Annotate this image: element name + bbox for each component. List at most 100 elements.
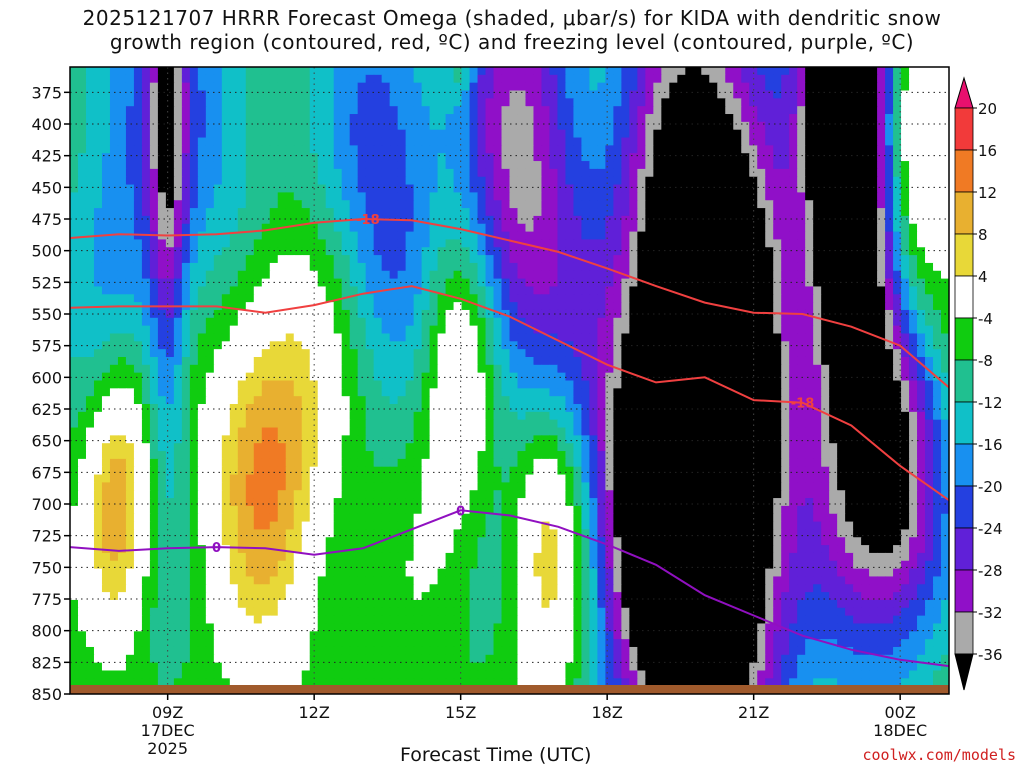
- omega-cell: [773, 106, 782, 115]
- omega-cell: [373, 98, 383, 107]
- omega-cell: [85, 98, 95, 107]
- omega-cell: [813, 98, 822, 107]
- omega-cell: [429, 137, 439, 146]
- omega-cell: [477, 325, 487, 335]
- omega-cell: [301, 129, 311, 139]
- omega-cell: [461, 121, 471, 131]
- omega-cell: [933, 129, 942, 139]
- omega-cell: [589, 82, 598, 92]
- omega-cell: [349, 380, 359, 389]
- omega-cell: [245, 294, 255, 303]
- omega-cell: [637, 129, 646, 139]
- omega-cell: [845, 380, 854, 389]
- omega-cell: [341, 317, 351, 327]
- omega-cell: [285, 106, 295, 115]
- omega-cell: [221, 192, 231, 201]
- omega-cell: [557, 247, 567, 256]
- omega-cell: [357, 129, 367, 139]
- omega-cell: [509, 200, 519, 209]
- omega-cell: [645, 302, 654, 311]
- omega-cell: [525, 176, 535, 186]
- omega-cell: [885, 309, 894, 319]
- omega-cell: [589, 74, 598, 84]
- omega-cell: [829, 200, 838, 209]
- omega-cell: [141, 286, 151, 295]
- omega-cell: [70, 356, 79, 366]
- omega-cell: [197, 380, 207, 389]
- omega-cell: [941, 411, 949, 421]
- omega-cell: [325, 396, 335, 405]
- omega-cell: [725, 145, 734, 154]
- omega-cell: [845, 247, 854, 256]
- omega-cell: [597, 372, 606, 382]
- omega-cell: [70, 419, 79, 429]
- omega-cell: [557, 380, 567, 389]
- omega-cell: [893, 270, 902, 280]
- omega-cell: [333, 168, 343, 178]
- omega-cell: [421, 106, 431, 115]
- omega-cell: [485, 380, 495, 389]
- omega-cell: [261, 145, 271, 154]
- omega-cell: [645, 184, 654, 193]
- omega-cell: [653, 356, 662, 366]
- omega-cell: [437, 396, 447, 405]
- omega-cell: [70, 215, 79, 225]
- omega-cell: [181, 247, 191, 256]
- omega-cell: [885, 137, 894, 146]
- omega-cell: [413, 121, 423, 131]
- omega-cell: [149, 208, 159, 217]
- omega-cell: [757, 404, 766, 413]
- omega-cell: [341, 114, 351, 123]
- omega-cell: [389, 98, 399, 107]
- omega-cell: [149, 380, 159, 389]
- omega-cell: [181, 255, 191, 264]
- omega-cell: [549, 372, 559, 382]
- omega-cell: [277, 247, 287, 256]
- omega-cell: [173, 356, 183, 366]
- omega-cell: [685, 380, 694, 389]
- omega-cell: [237, 372, 247, 382]
- omega-cell: [365, 145, 375, 154]
- omega-cell: [789, 380, 798, 389]
- omega-cell: [741, 364, 750, 374]
- omega-cell: [405, 161, 415, 170]
- omega-cell: [701, 106, 710, 115]
- omega-cell: [893, 294, 902, 303]
- omega-cell: [845, 396, 854, 405]
- omega-cell: [221, 114, 231, 123]
- omega-cell: [413, 192, 423, 201]
- omega-cell: [77, 255, 87, 264]
- omega-cell: [229, 388, 239, 397]
- omega-cell: [85, 129, 95, 139]
- omega-cell: [597, 294, 606, 303]
- omega-cell: [941, 262, 949, 272]
- omega-cell: [85, 239, 95, 248]
- omega-cell: [325, 67, 335, 76]
- omega-cell: [621, 349, 630, 358]
- omega-cell: [741, 145, 750, 154]
- omega-cell: [301, 192, 311, 201]
- omega-cell: [893, 121, 902, 131]
- omega-cell: [149, 396, 159, 405]
- omega-cell: [821, 192, 830, 201]
- omega-cell: [661, 145, 670, 154]
- omega-cell: [333, 411, 343, 421]
- omega-cell: [877, 200, 886, 209]
- omega-cell: [229, 67, 239, 76]
- omega-cell: [813, 74, 822, 84]
- omega-cell: [445, 404, 455, 413]
- omega-cell: [493, 372, 503, 382]
- omega-cell: [909, 396, 918, 405]
- omega-cell: [669, 270, 678, 280]
- omega-cell: [861, 255, 870, 264]
- omega-cell: [701, 333, 710, 342]
- omega-cell: [197, 349, 207, 358]
- omega-cell: [261, 106, 271, 115]
- omega-cell: [805, 294, 814, 303]
- omega-cell: [725, 231, 734, 241]
- omega-cell: [349, 208, 359, 217]
- omega-cell: [941, 98, 949, 107]
- omega-cell: [237, 215, 247, 225]
- omega-cell: [925, 137, 934, 146]
- omega-cell: [733, 223, 742, 233]
